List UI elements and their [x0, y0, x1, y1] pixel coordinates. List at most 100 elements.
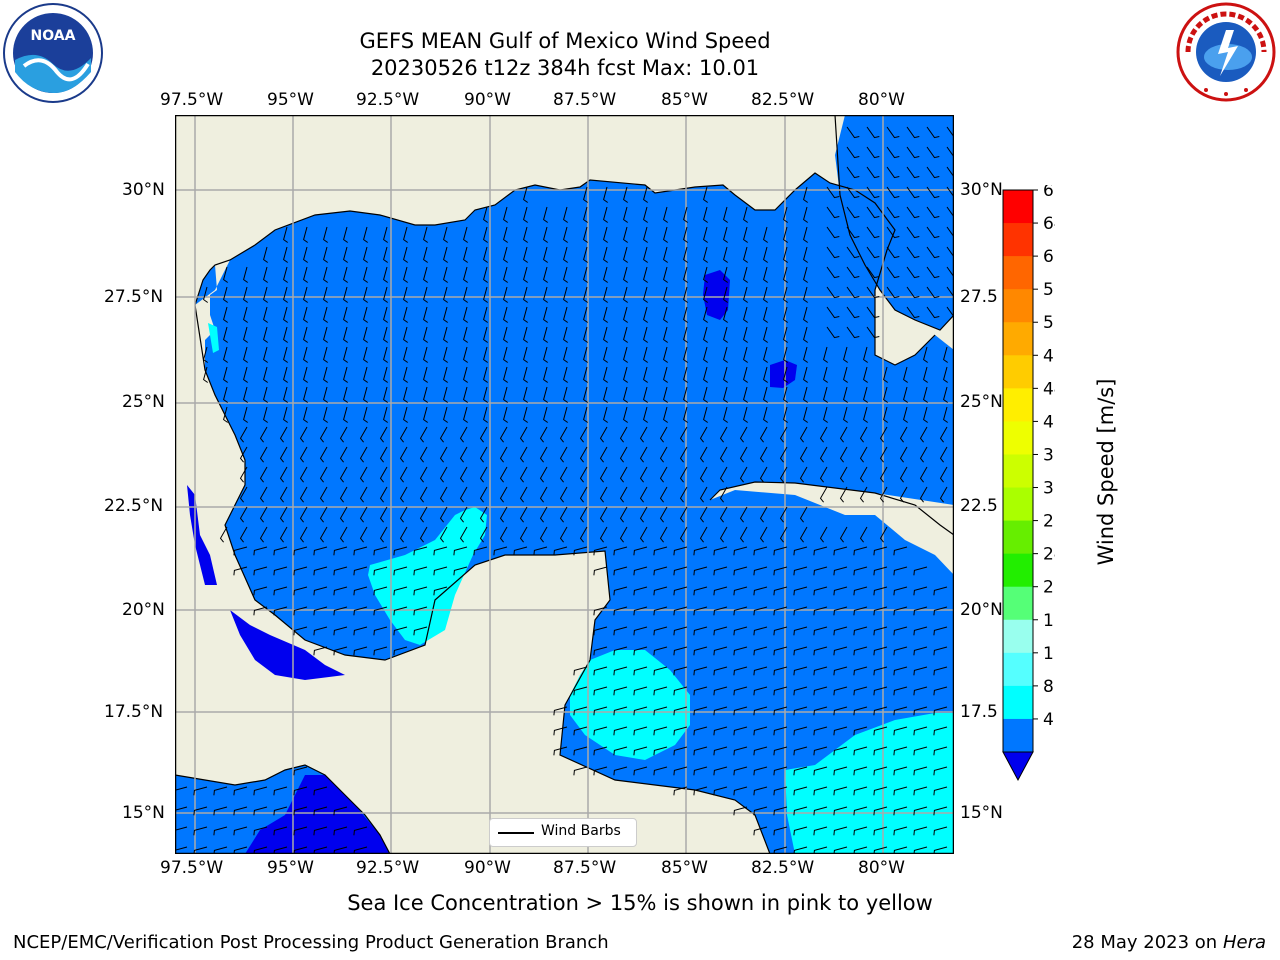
wind-barb — [323, 306, 328, 323]
wind-barb — [893, 586, 908, 596]
wind-barb — [399, 486, 408, 503]
wind-barb — [233, 806, 248, 816]
wind-barb — [813, 646, 828, 656]
wind-barb — [403, 386, 408, 403]
wind-barb — [733, 666, 748, 676]
wind-barb — [773, 566, 788, 576]
colorbar-segment — [1003, 454, 1033, 489]
colorbar-segment — [1003, 355, 1033, 389]
colorbar: 68 64 60 56 52 48 44 40 36 32 28 24 20 16 12 8 4 — [1002, 185, 1055, 782]
wind-barb — [433, 586, 448, 596]
wind-barb — [573, 746, 588, 756]
us-gulf-coastline — [194, 172, 936, 366]
wind-barb — [253, 826, 268, 836]
lon-label-bottom: 92.5°W — [356, 858, 420, 878]
wind-barb — [623, 286, 628, 303]
wind-barb — [719, 486, 728, 503]
wind-barb — [859, 486, 868, 503]
wind-barb — [353, 606, 368, 616]
wind-barb — [673, 686, 688, 696]
wind-barb — [723, 206, 728, 223]
wind-barb — [613, 546, 628, 556]
wind-barb — [683, 406, 688, 423]
wind-barb — [946, 286, 954, 298]
wind-barb — [763, 406, 768, 423]
wind-barb — [239, 506, 248, 523]
wind-barb — [873, 786, 888, 796]
wind-barb — [846, 126, 860, 139]
wind-barb — [203, 346, 208, 363]
wind-barb — [653, 586, 668, 596]
wind-barb — [539, 526, 548, 543]
wind-barb — [859, 466, 868, 483]
wind-barb — [263, 366, 268, 383]
wind-barb — [343, 386, 348, 403]
wind-barb — [599, 506, 608, 523]
colorbar-tick-label: 32 — [1043, 479, 1055, 499]
lat-label-left: 22.5°N — [104, 496, 164, 516]
wind-barb — [783, 386, 788, 403]
colorbar-tick-label: 52 — [1043, 313, 1055, 333]
wind-barb — [279, 486, 288, 503]
wind-barb — [343, 246, 348, 263]
wind-barb — [759, 426, 768, 443]
wind-barb — [866, 126, 880, 139]
wind-barb — [913, 666, 928, 676]
wind-barb — [866, 306, 880, 319]
wind-barb — [443, 286, 448, 303]
wind-barb — [333, 546, 348, 556]
wind-barb — [643, 226, 648, 243]
wind-barb — [753, 766, 768, 776]
wind-barb — [593, 706, 608, 716]
wind-barb — [413, 546, 428, 556]
wind-barb — [733, 766, 748, 776]
wind-barb — [763, 386, 768, 403]
wind-barb — [693, 786, 708, 796]
wind-barb — [826, 326, 840, 339]
wind-barb — [713, 786, 728, 796]
wind-barb — [943, 346, 948, 363]
colorbar-frame — [1002, 189, 1034, 753]
wind-barb — [839, 486, 848, 503]
machine-name: Hera — [1222, 932, 1266, 953]
wind-barb — [866, 246, 880, 259]
wind-barb — [293, 546, 308, 556]
wind-barb — [833, 826, 848, 836]
wind-barb — [463, 226, 468, 243]
wind-barb — [333, 806, 348, 816]
wind-barb — [859, 526, 868, 543]
wind-barb — [263, 266, 268, 283]
wind-barb — [623, 266, 628, 283]
wind-barb — [583, 366, 588, 383]
wind-barb — [719, 426, 728, 443]
wind-barb — [773, 806, 788, 816]
wind-barb — [423, 226, 428, 243]
wind-barb — [703, 186, 708, 203]
wind-barb — [926, 306, 940, 319]
wind-barb — [713, 606, 728, 616]
wind-barb — [753, 706, 768, 716]
wind-barb — [913, 826, 928, 836]
wind-barb — [946, 186, 954, 198]
wind-barb — [459, 526, 468, 543]
wind-barb — [833, 806, 848, 816]
wind-barb — [873, 706, 888, 716]
wind-barb — [753, 806, 768, 816]
wind-barb — [773, 786, 788, 796]
wind-barb — [559, 446, 568, 463]
wind-barb — [833, 686, 848, 696]
wind-barb — [479, 446, 488, 463]
wind-barb — [826, 246, 840, 259]
wind-barb — [383, 406, 388, 423]
wind-barb — [353, 586, 368, 596]
wind-barb — [923, 386, 928, 403]
wind-barb — [679, 486, 688, 503]
wind-barb — [593, 566, 608, 576]
wind-barb — [783, 326, 788, 343]
lon-label-top: 97.5°W — [160, 90, 224, 110]
wind-barb — [763, 226, 768, 243]
wind-barb — [893, 786, 908, 796]
wind-barb — [579, 526, 588, 543]
wind-barb — [643, 306, 648, 323]
wind-barb — [703, 306, 708, 323]
